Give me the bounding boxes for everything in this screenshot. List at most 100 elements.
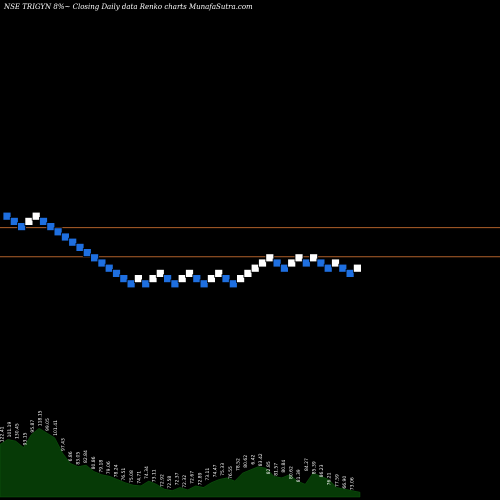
renko-brick-down: [228, 279, 238, 289]
renko-brick-down: [112, 268, 121, 278]
renko-brick-up: [352, 263, 362, 273]
renko-brick-up: [243, 268, 253, 278]
volume-area: [0, 427, 361, 498]
renko-brick-up: [236, 274, 246, 284]
renko-brick-down: [61, 232, 70, 242]
volume-label: 93.15: [22, 432, 28, 445]
volume-label: 99.05: [45, 418, 51, 431]
volume-label: 85.39: [312, 461, 318, 474]
volume-label: 78.52: [235, 458, 241, 471]
renko-brick-down: [126, 279, 136, 289]
renko-brick-down: [90, 253, 99, 263]
volume-label: 73.06: [350, 477, 356, 490]
volume-area-path: [0, 427, 361, 498]
renko-brick-down: [141, 279, 151, 289]
volume-label: 74.34: [144, 466, 150, 479]
renko-brick-up: [148, 274, 158, 284]
renko-brick-up: [214, 268, 224, 278]
volume-label: 78.24: [114, 464, 120, 477]
renko-brick-down: [192, 274, 202, 284]
renko-brick-down: [221, 274, 231, 284]
volume-label: 72.32: [182, 475, 188, 488]
chart-title: NSE TRIGYN 8%~ Closing Daily data Renko …: [4, 3, 253, 11]
renko-brick-down: [323, 263, 333, 273]
volume-label: 79.18: [98, 460, 104, 473]
renko-brick-up: [331, 258, 340, 268]
renko-brick-down: [46, 222, 56, 232]
volume-label: 97.43: [60, 438, 66, 451]
volume-label: 95.87: [30, 420, 36, 433]
renko-bricks: [2, 211, 362, 289]
volume-label: 82.84: [83, 450, 89, 463]
renko-brick-down: [170, 279, 180, 289]
renko-brick-down: [82, 248, 92, 258]
volume-label: 75.08: [129, 470, 135, 483]
renko-brick-up: [287, 258, 297, 268]
renko-brick-down: [68, 237, 78, 247]
renko-brick-down: [17, 222, 27, 232]
volume-label: 80.86: [91, 456, 97, 469]
volume-label: 72.92: [159, 474, 165, 487]
renko-brick-down: [279, 263, 289, 273]
volume-label: 86.23: [319, 464, 325, 477]
volume-label: 76.51: [121, 468, 127, 481]
volume-label: 130.45: [15, 423, 21, 439]
renko-brick-down: [9, 216, 19, 226]
renko-brick-down: [97, 258, 107, 268]
volume-label: 72.89: [197, 472, 203, 485]
volume-label: 66.90: [342, 476, 348, 489]
renko-brick-down: [272, 258, 282, 268]
volume-label: 73.11: [152, 469, 158, 482]
volume-label: 80.84: [281, 460, 287, 473]
renko-brick-down: [345, 268, 355, 278]
renko-brick-up: [250, 263, 260, 273]
volume-label: 101.41: [53, 420, 59, 436]
volume-label: 76.21: [327, 472, 333, 485]
volume-label: 76.55: [228, 466, 234, 479]
renko-brick-down: [104, 263, 114, 273]
volume-label: 80.62: [243, 455, 249, 468]
renko-brick-down: [39, 216, 48, 226]
volume-label: 81.39: [296, 469, 302, 482]
volume-label: 122.41: [0, 426, 6, 442]
renko-brick-up: [265, 253, 275, 263]
volume-label: 6.42: [251, 454, 257, 464]
renko-brick-up: [133, 274, 143, 284]
renko-brick-up: [206, 274, 216, 284]
renko-brick-down: [163, 274, 173, 284]
volume-label: 82.85: [266, 461, 272, 474]
renko-brick-down: [316, 258, 326, 268]
renko-brick-down: [199, 279, 209, 289]
renko-brick-down: [338, 263, 348, 273]
volume-label: 72.37: [175, 472, 181, 485]
renko-brick-down: [2, 211, 12, 221]
volume-label: 84.27: [304, 458, 310, 471]
renko-brick-down: [301, 258, 311, 268]
volume-label: 80.62: [289, 466, 295, 479]
volume-label: 83.05: [76, 452, 82, 465]
renko-brick-up: [294, 253, 304, 263]
volume-label: 73.11: [205, 468, 211, 481]
volume-label: 118.15: [38, 410, 44, 426]
renko-brick-up: [185, 268, 194, 278]
volume-label: 6.86: [68, 451, 74, 461]
renko-brick-up: [31, 211, 41, 221]
volume-label: 81.57: [273, 463, 279, 476]
renko-brick-up: [177, 274, 187, 284]
volume-label: 74.47: [213, 464, 219, 477]
renko-brick-down: [75, 242, 85, 252]
volume-label: 79.06: [106, 461, 112, 474]
renko-brick-up: [24, 216, 34, 226]
volume-label: 74.71: [137, 471, 143, 484]
renko-brick-up: [309, 253, 319, 263]
renko-brick-up: [155, 268, 165, 278]
renko-brick-down: [53, 227, 63, 237]
renko-brick-up: [258, 258, 267, 268]
renko-brick-down: [119, 274, 129, 284]
volume-label: 83.42: [258, 453, 264, 466]
volume-label: 75.33: [220, 463, 226, 476]
volume-label: 72.58: [167, 476, 173, 489]
volume-label: 72.67: [190, 471, 196, 484]
